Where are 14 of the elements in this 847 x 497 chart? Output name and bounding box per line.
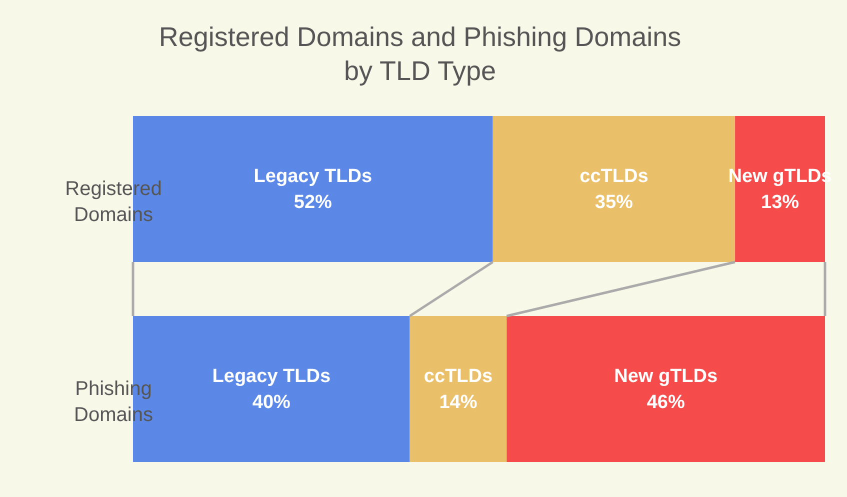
data-label: 35% (594, 192, 634, 213)
data-label: 52% (294, 192, 332, 213)
text: Legacy TLDs (212, 366, 331, 387)
data-label: 13% (761, 192, 800, 213)
chart-title: Registered Domains and Phishing Domains by TLD Type (158, 22, 682, 86)
series-label: ccTLDs (424, 366, 493, 387)
data-label: 40% (252, 392, 291, 413)
series-label: Legacy TLDs (254, 166, 372, 187)
data-label: 14% (439, 392, 478, 413)
data-label: 46% (646, 392, 685, 413)
text: ccTLDs (580, 166, 648, 187)
text: New gTLDs (614, 366, 718, 387)
bar (410, 316, 507, 462)
bar (506, 316, 825, 462)
